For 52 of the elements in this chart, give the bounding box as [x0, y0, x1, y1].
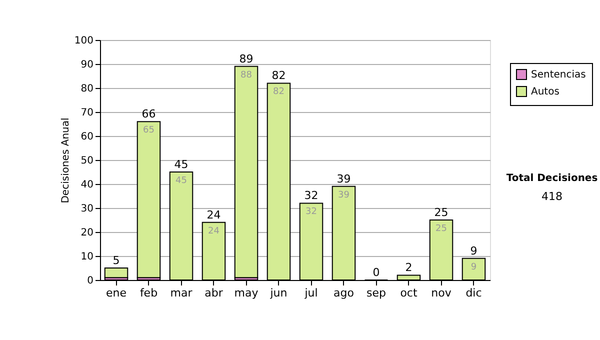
y-tick-label: 0: [87, 276, 94, 286]
y-tick-label: 80: [80, 84, 94, 94]
y-tick-label: 70: [80, 108, 94, 118]
total-label: 25: [434, 206, 448, 219]
total-label: 24: [206, 208, 221, 222]
data-label: 32: [306, 207, 317, 218]
total-label: 0: [372, 266, 380, 279]
x-tick-label: ago: [334, 286, 354, 300]
total-label: 2: [405, 261, 412, 274]
total-label: 5: [112, 254, 120, 267]
x-tick-label: mar: [170, 286, 193, 300]
y-tick-label: 60: [80, 132, 94, 142]
y-tick-label: 40: [80, 180, 94, 190]
data-label: 25: [436, 224, 447, 234]
x-tick-label: abr: [204, 286, 224, 300]
total-label: 82: [272, 69, 286, 82]
x-tick-label: nov: [431, 286, 452, 300]
data-label: 24: [208, 226, 220, 236]
x-tick-label: may: [234, 286, 259, 300]
legend-label: Autos: [531, 86, 560, 98]
x-tick-label: jun: [269, 286, 288, 300]
text: Total Decisiones: [506, 173, 598, 184]
data-label: 45: [176, 176, 187, 186]
y-tick-label: 90: [80, 60, 94, 70]
y-tick-label: 10: [80, 252, 94, 262]
x-tick-label: dic: [466, 286, 482, 300]
total-label: 89: [239, 52, 254, 66]
data-label: 39: [338, 190, 350, 200]
x-tick-label: ene: [106, 286, 127, 300]
x-tick-label: feb: [140, 286, 158, 300]
bar: [104, 268, 128, 278]
text: 418: [542, 190, 562, 203]
total-label: 32: [304, 189, 318, 202]
y-tick-label: 100: [74, 36, 94, 46]
data-label: 82: [273, 87, 284, 98]
data-label: 88: [240, 70, 252, 80]
x-tick-label: oct: [400, 286, 418, 300]
bar: [136, 121, 161, 278]
bar: [234, 66, 258, 278]
total-label: 66: [142, 108, 156, 121]
y-tick-label: 20: [80, 228, 94, 238]
y-tick-label: 30: [80, 204, 94, 214]
y-tick-label: 50: [80, 156, 94, 166]
data-label: 9: [470, 262, 477, 272]
legend-label: Sentencias: [531, 70, 586, 80]
data-label: 65: [143, 126, 154, 136]
y-axis-title: Decisiones Anual: [60, 118, 72, 204]
total-label: 9: [470, 244, 478, 258]
total-label: 45: [174, 158, 188, 171]
x-tick-label: jul: [304, 286, 318, 300]
x-tick-label: sep: [366, 286, 386, 300]
total-label: 39: [336, 172, 351, 186]
